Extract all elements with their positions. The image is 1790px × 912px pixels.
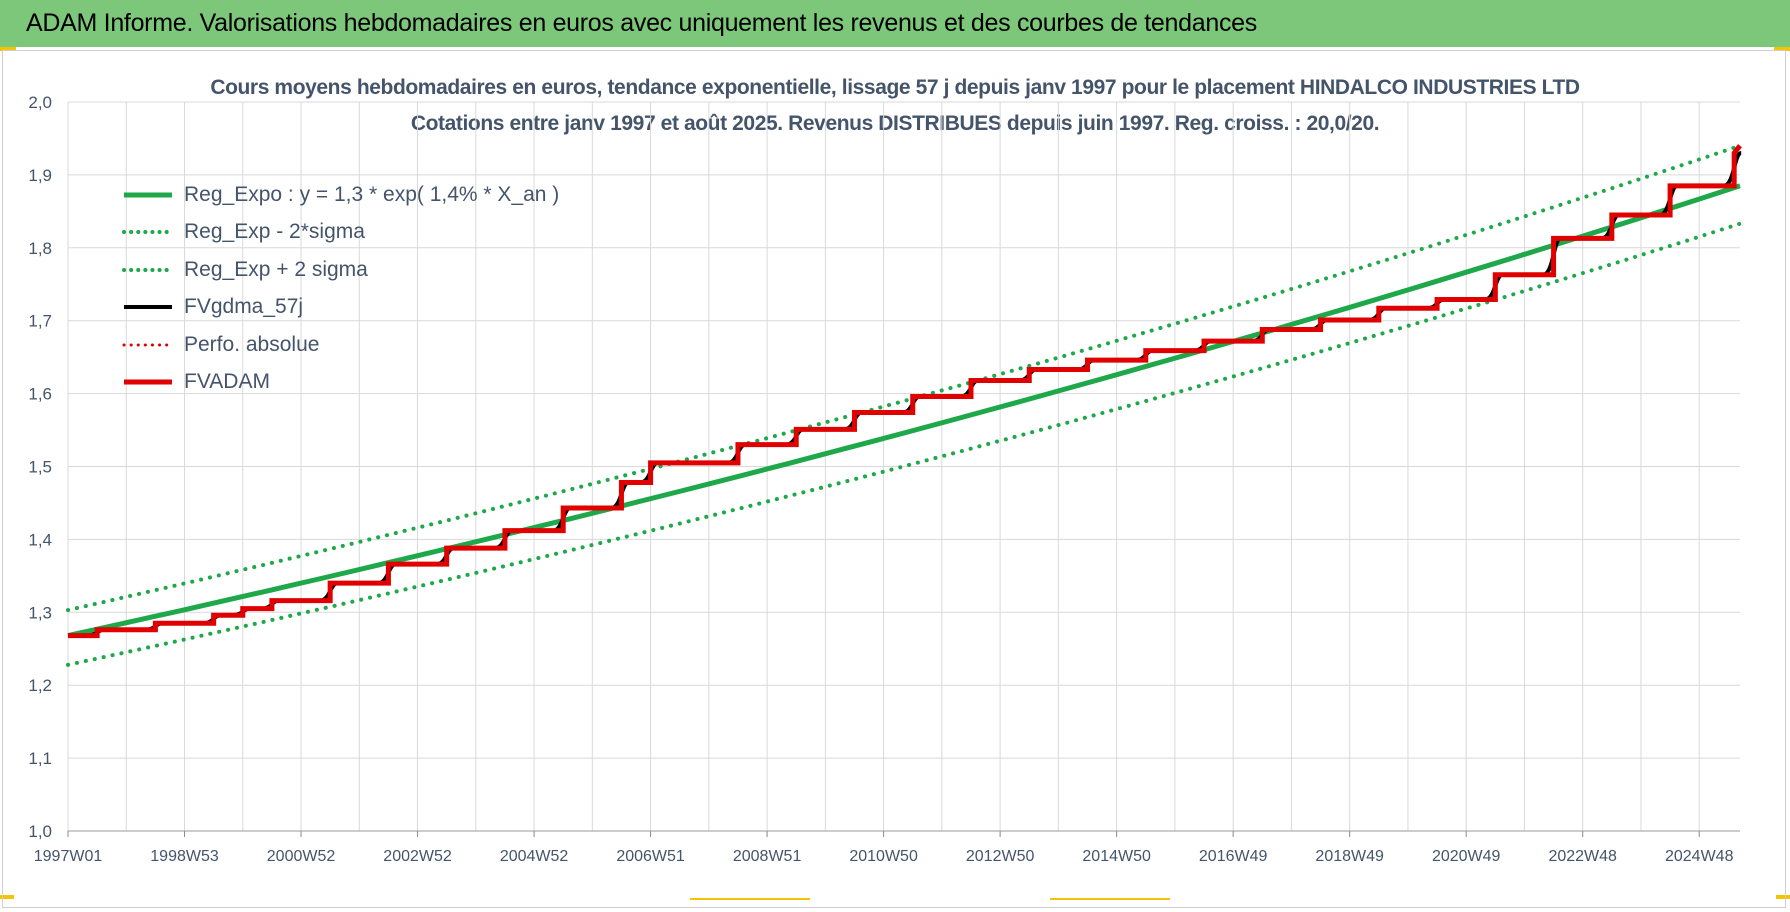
x-tick-label: 2004W52 <box>500 848 569 865</box>
x-tick-label: 2022W48 <box>1548 848 1617 865</box>
x-tick-label: 1997W01 <box>34 848 103 865</box>
y-tick-label: 1,7 <box>28 312 52 331</box>
legend-item: FVgdma_57j <box>122 289 559 327</box>
chart-title-line-1: Cours moyens hebdomadaires en euros, ten… <box>210 76 1580 99</box>
x-tick-label: 1998W53 <box>150 848 219 865</box>
legend-swatch <box>122 343 174 347</box>
legend-item: Reg_Expo : y = 1,3 * exp( 1,4% * X_an ) <box>122 176 559 214</box>
corner-marker-top-left <box>0 47 16 51</box>
series-perfo-absolue <box>68 145 1741 637</box>
legend-swatch <box>124 379 172 385</box>
x-tick-label: 2000W52 <box>267 848 336 865</box>
x-tick-label: 2018W49 <box>1315 848 1384 865</box>
x-tick-label: 2020W49 <box>1432 848 1501 865</box>
series-reg-expo <box>67 183 1741 639</box>
legend-label: FVADAM <box>184 370 270 394</box>
y-tick-label: 1,0 <box>28 822 52 841</box>
x-tick-label: 2006W51 <box>616 848 685 865</box>
band-layer <box>66 143 1742 667</box>
corner-marker-top-right <box>1774 47 1790 51</box>
series-reg-exp-minus-2sigma <box>66 221 1742 667</box>
y-tick-label: 1,8 <box>28 239 52 258</box>
legend-label: Reg_Exp - 2*sigma <box>184 220 365 244</box>
x-tick-label: 2008W51 <box>733 848 802 865</box>
y-tick-label: 2,0 <box>28 93 52 112</box>
report-banner: ADAM Informe. Valorisations hebdomadaire… <box>0 0 1790 47</box>
axis-layer: 1,0 1,1 1,2 1,3 1,4 1,5 1,6 1,7 1,8 1,9 2,0 1997W01… <box>28 93 1740 865</box>
scroll-marker-2 <box>1050 898 1170 900</box>
x-tick-label: 2016W49 <box>1199 848 1268 865</box>
legend-swatch <box>124 192 172 198</box>
y-tick-label: 1,3 <box>28 603 52 622</box>
corner-marker-bottom-left <box>0 895 14 899</box>
chart-title-line-2: Cotations entre janv 1997 et août 2025. … <box>410 112 1380 135</box>
legend-item: FVADAM <box>122 364 559 402</box>
legend-label: Reg_Expo : y = 1,3 * exp( 1,4% * X_an ) <box>184 182 560 206</box>
legend-label: Reg_Exp + 2 sigma <box>184 257 368 281</box>
y-tick-label: 1,6 <box>28 385 52 404</box>
y-tick-label: 1,2 <box>28 676 52 695</box>
scroll-marker-1 <box>690 898 810 900</box>
y-tick-label: 1,9 <box>28 166 52 185</box>
x-tick-label: 2012W50 <box>966 848 1035 865</box>
legend-item: Reg_Exp - 2*sigma <box>122 214 559 252</box>
chart-frame <box>2 50 1786 908</box>
x-tick-label: 2014W50 <box>1082 848 1151 865</box>
legend-swatch <box>122 267 174 272</box>
legend-swatch <box>122 230 174 235</box>
y-tick-label: 1,5 <box>28 458 52 477</box>
legend-label: FVgdma_57j <box>184 295 304 319</box>
y-tick-label: 1,1 <box>28 749 52 768</box>
legend-label: Perfo. absolue <box>184 332 320 356</box>
y-tick-label: 1,4 <box>28 530 52 549</box>
legend-item: Reg_Exp + 2 sigma <box>122 251 559 289</box>
legend-swatch <box>124 305 172 310</box>
report-title: ADAM Informe. Valorisations hebdomadaire… <box>26 9 1257 37</box>
x-tick-label: 2010W50 <box>849 848 918 865</box>
series-layer <box>68 144 1743 639</box>
x-tick-label: 2002W52 <box>383 848 452 865</box>
x-tick-label: 2024W48 <box>1665 848 1734 865</box>
chart-legend: Reg_Expo : y = 1,3 * exp( 1,4% * X_an ) R… <box>122 176 559 401</box>
legend-item: Perfo. absolue <box>122 326 559 364</box>
corner-marker-bottom-right <box>1776 895 1790 899</box>
